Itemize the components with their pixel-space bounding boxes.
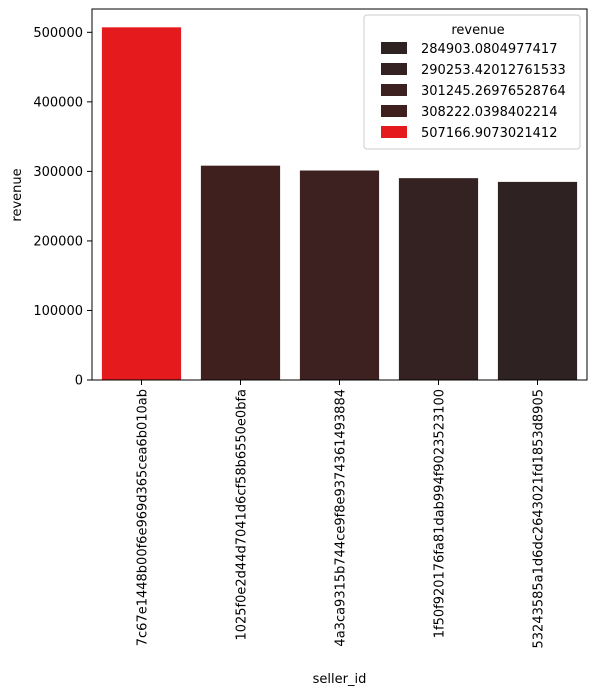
legend-swatch — [381, 126, 407, 138]
x-tick-label: 7c67e1448b00f6e969d365cea6b010ab — [136, 389, 151, 646]
x-tick-label: 53243585a1d6dc2643021fd1853d8905 — [532, 389, 547, 648]
y-tick-label: 300000 — [33, 165, 83, 180]
y-tick-label: 500000 — [33, 26, 83, 41]
y-tick-label: 0 — [75, 374, 83, 389]
legend-swatch — [381, 105, 407, 117]
x-tick-label: 1025f0e2d44d7041d6cf58b6550e0bfa — [235, 389, 250, 641]
bar — [299, 170, 380, 380]
x-axis: 7c67e1448b00f6e969d365cea6b010ab 1025f0e2… — [136, 380, 547, 648]
bar — [101, 27, 182, 381]
bar — [398, 178, 479, 380]
legend-label: 290253.42012761533 — [421, 63, 566, 78]
x-tick-label: 1f50f920176fa81dab994f9023523100 — [433, 389, 448, 638]
bar — [200, 165, 281, 380]
legend-label: 284903.0804977417 — [421, 42, 557, 57]
legend-swatch — [381, 84, 407, 96]
legend-label: 507166.9073021412 — [421, 126, 557, 141]
legend-swatch — [381, 63, 407, 75]
x-axis-label: seller_id — [313, 672, 367, 687]
legend-label: 301245.26976528764 — [421, 84, 566, 99]
legend-entries: 284903.0804977417 290253.42012761533 30124… — [381, 42, 566, 141]
y-tick-label: 400000 — [33, 95, 83, 110]
x-tick-label: 4a3ca9315b744ce9f8e9374361493884 — [334, 389, 349, 647]
legend-box — [363, 14, 581, 150]
bars-layer — [101, 27, 578, 381]
bar — [497, 181, 578, 380]
y-axis: 0 100000 200000 300000 400000 500000 — [33, 26, 92, 389]
y-tick-label: 200000 — [33, 234, 83, 249]
legend-title: revenue — [451, 23, 504, 38]
y-axis-label: revenue — [10, 168, 25, 221]
legend-label: 308222.0398402214 — [421, 105, 557, 120]
legend-swatch — [381, 42, 407, 54]
y-tick-label: 100000 — [33, 304, 83, 319]
legend: revenue 284903.0804977417 290253.42012761… — [363, 14, 581, 150]
